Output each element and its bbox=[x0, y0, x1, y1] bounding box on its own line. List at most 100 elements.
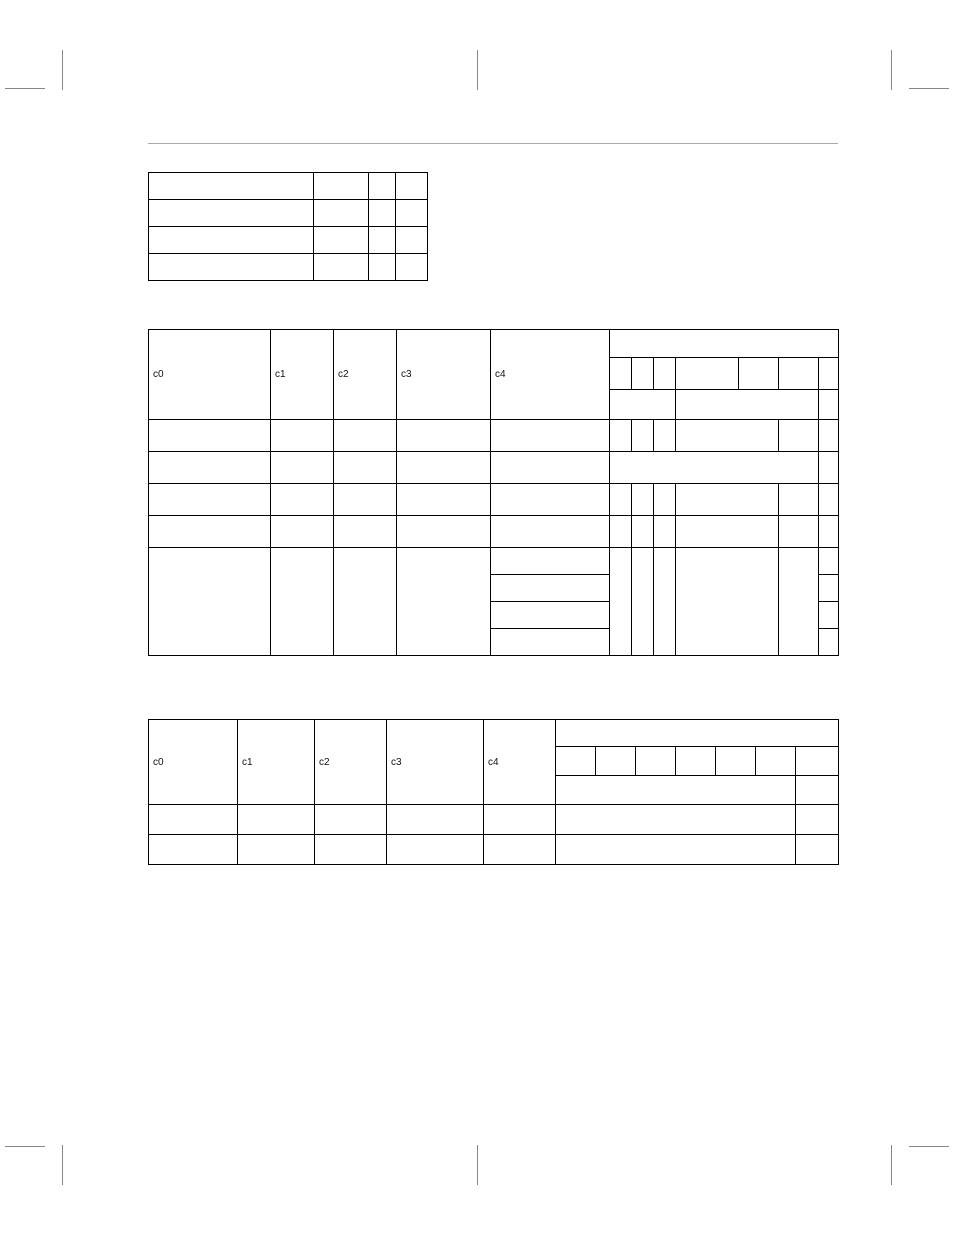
table-header: c3 bbox=[387, 720, 484, 805]
table-cell bbox=[149, 484, 271, 516]
table-cell bbox=[238, 835, 315, 865]
table-row bbox=[149, 227, 428, 254]
table-cell bbox=[271, 548, 334, 656]
table-header: c1 bbox=[238, 720, 315, 805]
horizontal-rule bbox=[148, 143, 838, 144]
table-cell bbox=[271, 452, 334, 484]
table-cell bbox=[149, 420, 271, 452]
table-header-group bbox=[610, 330, 839, 358]
table-cell bbox=[796, 805, 839, 835]
table-cell bbox=[314, 173, 369, 200]
table-cell bbox=[632, 516, 654, 548]
table-cell bbox=[334, 420, 397, 452]
table-cell bbox=[238, 805, 315, 835]
table-cell bbox=[369, 227, 396, 254]
table-cell bbox=[149, 516, 271, 548]
table-cell bbox=[314, 227, 369, 254]
table-cell bbox=[654, 516, 676, 548]
table-cell bbox=[491, 548, 610, 575]
table-subheader bbox=[779, 357, 819, 389]
table-cell bbox=[491, 516, 610, 548]
table-3: c0 c1 c2 c3 c4 bbox=[148, 719, 839, 865]
table-subheader bbox=[636, 746, 676, 775]
table-cell bbox=[387, 835, 484, 865]
table-row bbox=[149, 516, 839, 548]
table-subheader bbox=[796, 775, 839, 804]
table-subheader bbox=[796, 746, 839, 775]
table-cell bbox=[654, 420, 676, 452]
table-cell bbox=[491, 575, 610, 602]
table-cell bbox=[149, 173, 314, 200]
table-row bbox=[149, 254, 428, 281]
table-cell bbox=[676, 548, 779, 656]
table-cell bbox=[397, 516, 491, 548]
table-subheader bbox=[556, 746, 596, 775]
table-cell bbox=[271, 484, 334, 516]
table-cell bbox=[779, 548, 819, 656]
table-cell bbox=[610, 516, 632, 548]
table-cell bbox=[491, 602, 610, 629]
table-cell bbox=[397, 484, 491, 516]
table-cell bbox=[149, 548, 271, 656]
table-cell bbox=[491, 452, 610, 484]
table-2: c0 c1 c2 c3 c4 bbox=[148, 329, 839, 656]
table-row bbox=[149, 452, 839, 484]
table-cell bbox=[491, 484, 610, 516]
table-cell bbox=[484, 835, 556, 865]
page-content: c0 c1 c2 c3 c4 bbox=[148, 143, 838, 865]
table-cell bbox=[819, 452, 839, 484]
table-cell bbox=[819, 548, 839, 575]
table-cell bbox=[819, 575, 839, 602]
table-cell bbox=[610, 452, 819, 484]
table-cell bbox=[369, 173, 396, 200]
table-cell bbox=[819, 602, 839, 629]
table-cell bbox=[491, 629, 610, 656]
table-cell bbox=[654, 548, 676, 656]
table-cell bbox=[796, 835, 839, 865]
table-cell bbox=[556, 835, 796, 865]
table-subheader bbox=[676, 746, 716, 775]
table-cell bbox=[149, 805, 238, 835]
table-cell bbox=[314, 200, 369, 227]
table-cell bbox=[387, 805, 484, 835]
table-subheader bbox=[632, 357, 654, 389]
table-cell bbox=[397, 452, 491, 484]
table-subheader bbox=[716, 746, 756, 775]
table-cell bbox=[315, 805, 387, 835]
table-row bbox=[149, 484, 839, 516]
table-row bbox=[149, 173, 428, 200]
table-cell bbox=[396, 227, 428, 254]
table-header: c2 bbox=[315, 720, 387, 805]
table-cell bbox=[676, 484, 779, 516]
table-cell bbox=[779, 484, 819, 516]
table-1 bbox=[148, 172, 428, 281]
table-cell bbox=[654, 484, 676, 516]
table-subheader bbox=[819, 357, 839, 389]
table-cell bbox=[676, 420, 779, 452]
table-cell bbox=[632, 484, 654, 516]
table-row bbox=[149, 420, 839, 452]
table-subheader bbox=[676, 357, 739, 389]
table-cell bbox=[369, 254, 396, 281]
table-cell bbox=[610, 420, 632, 452]
table-cell bbox=[676, 516, 779, 548]
table-cell bbox=[149, 227, 314, 254]
table-cell bbox=[819, 516, 839, 548]
table-cell bbox=[396, 173, 428, 200]
table-cell bbox=[632, 548, 654, 656]
table-header: c4 bbox=[491, 330, 610, 420]
table-cell bbox=[819, 484, 839, 516]
table-cell bbox=[610, 548, 632, 656]
table-cell bbox=[819, 629, 839, 656]
table-cell bbox=[396, 200, 428, 227]
table-cell bbox=[397, 548, 491, 656]
table-cell bbox=[819, 420, 839, 452]
table-header: c3 bbox=[397, 330, 491, 420]
table-subheader bbox=[610, 389, 676, 419]
table-cell bbox=[610, 484, 632, 516]
table-cell bbox=[491, 420, 610, 452]
table-cell bbox=[556, 805, 796, 835]
table-subheader bbox=[610, 357, 632, 389]
table-subheader bbox=[739, 357, 779, 389]
table-row bbox=[149, 805, 839, 835]
